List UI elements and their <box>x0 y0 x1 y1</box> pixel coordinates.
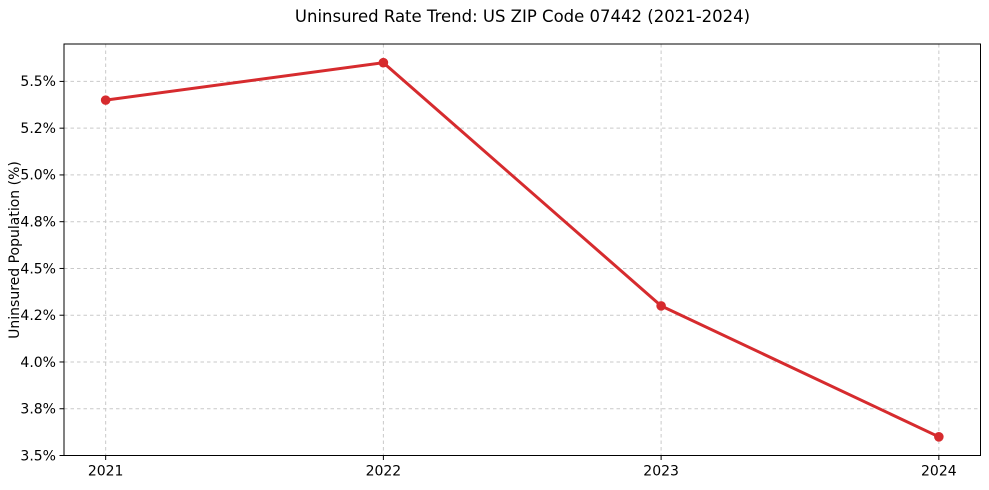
plot-border <box>63 43 981 456</box>
y-tick-label: 5.0% <box>20 168 56 184</box>
trend-line <box>104 61 941 439</box>
data-point <box>934 431 944 442</box>
y-tick-label: 3.5% <box>20 448 56 464</box>
x-tick-label: 2022 <box>366 464 402 480</box>
y-tick-label: 4.2% <box>20 308 56 324</box>
y-axis-label: Uninsured Population (%) <box>7 161 23 339</box>
data-point <box>656 301 666 311</box>
data-point <box>378 57 389 68</box>
y-tick-label: 5.2% <box>20 121 56 137</box>
x-tick-label: 2021 <box>88 464 124 480</box>
y-tick-label: 3.8% <box>20 402 56 418</box>
y-tick-label: 4.8% <box>20 214 56 230</box>
y-tick-label: 5.5% <box>20 74 56 90</box>
chart-title: Uninsured Rate Trend: US ZIP Code 07442 … <box>294 7 751 26</box>
x-tick-label: 2024 <box>921 464 957 480</box>
y-tick-label: 4.5% <box>20 261 56 277</box>
data-point <box>100 95 111 105</box>
y-tick-label: 4.0% <box>20 355 56 371</box>
x-tick-label: 2023 <box>643 464 679 480</box>
